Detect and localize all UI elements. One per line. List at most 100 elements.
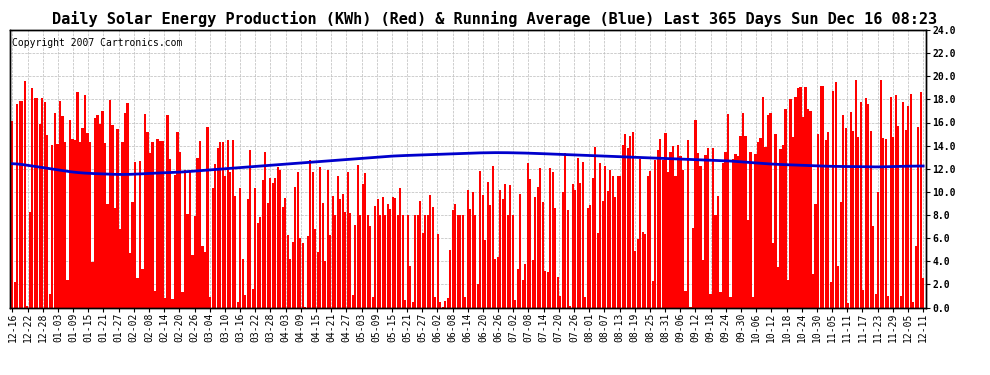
Bar [47,135,49,308]
Bar [184,170,186,308]
Bar [266,203,268,308]
Bar [397,215,399,308]
Bar [464,297,466,307]
Bar [346,172,348,308]
Bar [53,113,56,308]
Bar [489,205,491,308]
Bar [281,207,284,308]
Bar [494,260,496,308]
Bar [179,152,181,308]
Bar [76,92,78,308]
Bar [127,103,129,308]
Bar [556,277,559,308]
Bar [191,255,194,308]
Bar [217,148,219,308]
Bar [19,100,21,308]
Bar [800,87,802,308]
Bar [22,101,24,308]
Bar [351,295,353,307]
Bar [207,127,209,308]
Bar [777,267,779,308]
Bar [37,98,39,308]
Bar [749,152,751,308]
Bar [327,170,329,308]
Bar [551,172,554,308]
Bar [530,179,532,308]
Bar [525,264,527,308]
Bar [830,282,832,308]
Bar [679,156,681,308]
Bar [715,215,717,308]
Bar [612,176,614,308]
Bar [109,100,111,308]
Bar [79,142,81,308]
Bar [874,294,877,307]
Bar [414,215,417,308]
Bar [725,152,727,308]
Bar [567,210,569,308]
Bar [137,278,139,308]
Bar [317,252,319,308]
Bar [674,176,676,308]
Bar [537,187,539,308]
Bar [519,194,522,308]
Bar [239,188,242,308]
Bar [752,297,754,307]
Bar [527,164,529,308]
Bar [366,215,368,308]
Bar [640,159,642,308]
Bar [164,298,166,307]
Bar [349,213,351,308]
Bar [39,124,41,308]
Bar [772,243,774,308]
Bar [512,215,514,308]
Bar [627,148,629,308]
Bar [419,201,422,308]
Bar [94,118,96,308]
Bar [181,292,183,308]
Bar [186,214,189,308]
Bar [810,111,812,308]
Bar [232,140,234,308]
Bar [427,215,429,308]
Bar [412,302,414,307]
Bar [890,98,892,308]
Bar [276,167,278,308]
Bar [779,149,781,308]
Bar [699,166,702,308]
Bar [461,215,464,308]
Bar [767,116,769,308]
Bar [907,106,909,308]
Bar [104,143,106,308]
Bar [312,172,314,308]
Bar [840,202,842,308]
Bar [559,296,561,307]
Bar [466,190,469,308]
Bar [514,300,517,307]
Bar [764,147,766,308]
Bar [842,115,844,308]
Bar [577,158,579,308]
Bar [432,207,434,308]
Bar [454,204,456,308]
Bar [161,141,163,308]
Bar [784,109,787,308]
Bar [654,160,656,308]
Bar [597,233,599,308]
Bar [584,297,586,307]
Bar [445,302,446,307]
Bar [879,80,882,308]
Bar [689,307,692,308]
Bar [148,153,151,308]
Bar [174,175,176,308]
Bar [122,142,124,308]
Bar [342,194,344,308]
Bar [359,215,361,308]
Bar [449,250,451,307]
Bar [542,202,544,308]
Bar [705,155,707,308]
Bar [302,243,304,308]
Bar [817,134,819,308]
Bar [96,115,99,308]
Bar [196,158,199,308]
